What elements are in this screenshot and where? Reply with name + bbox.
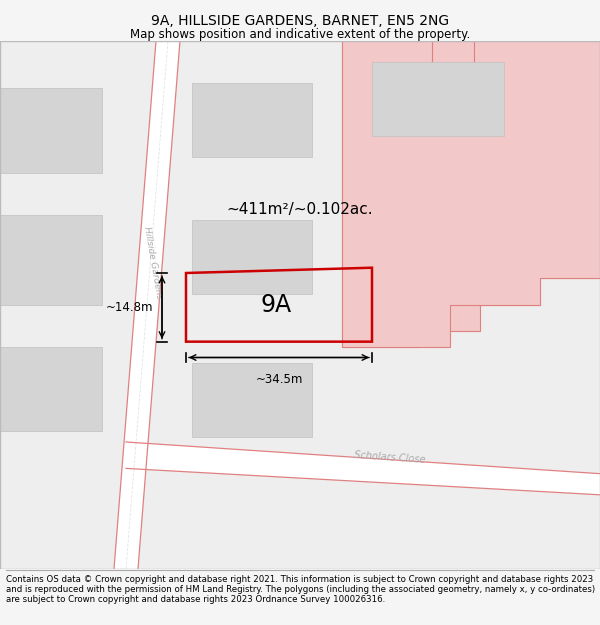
Text: Hillside Gardens: Hillside Gardens	[142, 226, 164, 299]
Text: 9A, HILLSIDE GARDENS, BARNET, EN5 2NG: 9A, HILLSIDE GARDENS, BARNET, EN5 2NG	[151, 14, 449, 28]
Bar	[192, 83, 312, 157]
Polygon shape	[342, 41, 600, 347]
Text: Map shows position and indicative extent of the property.: Map shows position and indicative extent…	[130, 28, 470, 41]
Polygon shape	[114, 41, 180, 569]
Text: ~34.5m: ~34.5m	[256, 373, 302, 386]
Bar	[0, 215, 102, 304]
Bar	[0, 347, 102, 431]
Text: Contains OS data © Crown copyright and database right 2021. This information is : Contains OS data © Crown copyright and d…	[6, 574, 595, 604]
Text: 9A: 9A	[260, 292, 292, 317]
Bar	[372, 62, 504, 136]
Bar	[192, 220, 312, 294]
Polygon shape	[126, 442, 600, 495]
Text: Scholars Close: Scholars Close	[354, 451, 426, 466]
Bar	[192, 362, 312, 437]
Polygon shape	[342, 41, 600, 347]
Text: ~411m²/~0.102ac.: ~411m²/~0.102ac.	[227, 202, 373, 217]
Text: ~14.8m: ~14.8m	[106, 301, 153, 314]
Bar	[0, 88, 102, 172]
